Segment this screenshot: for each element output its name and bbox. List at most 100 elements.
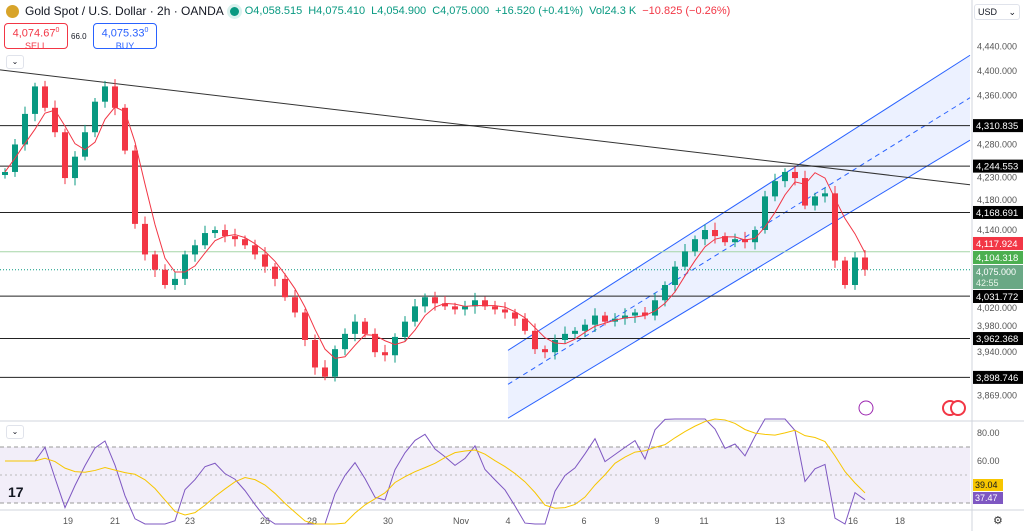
sell-price-sup: 0 [55, 27, 60, 34]
candle [92, 101, 98, 133]
candle [682, 251, 688, 267]
buy-label: BUY [115, 40, 135, 51]
candle [532, 330, 538, 350]
y-tick-label: 3,869.000 [977, 391, 1017, 401]
candle [2, 171, 8, 176]
candle [472, 300, 478, 307]
candle [482, 300, 488, 307]
candle [782, 171, 788, 182]
candle [82, 132, 88, 157]
candle [252, 245, 258, 255]
y-tick-label: 4,360.000 [977, 91, 1017, 101]
us-flag-event-icon [950, 400, 966, 416]
x-tick-label: 4 [505, 516, 510, 526]
candle [692, 239, 698, 252]
level-label-bg [973, 119, 1023, 133]
candle [242, 239, 248, 246]
candle [792, 171, 798, 179]
candle [592, 315, 598, 325]
ohlc-high: H4,075.410 [308, 5, 366, 17]
rsi-line [5, 418, 866, 525]
candle [312, 339, 318, 368]
candle [332, 349, 338, 377]
candle [712, 230, 718, 237]
rsi-tick-label: 80.00 [977, 428, 1000, 438]
candle [192, 245, 198, 255]
x-tick-label: 21 [110, 516, 120, 526]
candle [62, 132, 68, 179]
level-label-bg [973, 370, 1023, 384]
collapse-indicator-button[interactable]: ⌄ [6, 425, 24, 439]
volume: Vol24.3 K [589, 5, 637, 17]
candle [562, 333, 568, 340]
candle [672, 266, 678, 285]
candle [302, 312, 308, 340]
channel-fill [508, 55, 970, 419]
ohlc-close: C4,075.000 [432, 5, 490, 17]
x-tick-label: 16 [848, 516, 858, 526]
spread: 66.0 [71, 32, 87, 41]
x-tick-label: 30 [383, 516, 393, 526]
descending-trendline [0, 69, 971, 186]
level-label: 4,244.553 [976, 162, 1018, 173]
x-tick-label: 26 [260, 516, 270, 526]
candle [142, 223, 148, 255]
last-price-label: 4,075.000 [976, 267, 1016, 277]
x-tick-label: 23 [185, 516, 195, 526]
symbol-title[interactable]: Gold Spot / U.S. Dollar · 2h · OANDA [25, 4, 224, 18]
candle [152, 254, 158, 270]
currency-label: USD [978, 7, 998, 17]
tradingview-logo: 17 [8, 484, 24, 500]
candle [172, 278, 178, 285]
candle [412, 306, 418, 322]
candle [352, 321, 358, 334]
sell-button[interactable]: 4,074.670 SELL [4, 23, 68, 51]
x-tick-label: 13 [775, 516, 785, 526]
candle [402, 321, 408, 337]
chevron-down-icon: ⌄ [1008, 7, 1016, 17]
y-tick-label: 4,020.000 [977, 303, 1017, 313]
y-tick-label: 4,280.000 [977, 139, 1017, 149]
candle [232, 236, 238, 240]
buy-button[interactable]: 4,075.330 BUY [93, 23, 157, 51]
candle [752, 230, 758, 243]
sell-label: SELL [24, 40, 48, 51]
candle [852, 257, 858, 285]
candle [772, 181, 778, 197]
x-tick-label: 9 [654, 516, 659, 526]
x-tick-label: 6 [581, 516, 586, 526]
ma-value-label-bg [973, 236, 1023, 250]
x-tick-label: 18 [895, 516, 905, 526]
candle [22, 113, 28, 145]
collapse-legend-button[interactable]: ⌄ [6, 55, 24, 69]
gold-logo-icon [6, 4, 19, 18]
level-label-bg [973, 289, 1023, 303]
candle [212, 230, 218, 234]
candle [272, 266, 278, 279]
candle [492, 306, 498, 310]
currency-select[interactable]: USD ⌄ [974, 4, 1020, 20]
candle [42, 86, 48, 108]
gear-icon[interactable]: ⚙ [993, 515, 1003, 527]
green-level-label: 4,104.318 [976, 253, 1018, 264]
candle [202, 233, 208, 246]
moving-average-line [4, 106, 866, 359]
candle [382, 352, 388, 356]
candle [122, 107, 128, 151]
candle [362, 321, 368, 334]
level-label: 4,031.772 [976, 292, 1018, 303]
level-label-bg [973, 332, 1023, 346]
candle [432, 297, 438, 304]
candle [452, 306, 458, 310]
countdown-label: 42:55 [976, 278, 999, 288]
level-label-bg [973, 205, 1023, 219]
rsi-ma-line [5, 418, 866, 525]
volume-change: −10.825 (−0.26%) [642, 5, 731, 17]
candle [372, 333, 378, 353]
level-label: 3,898.746 [976, 373, 1018, 384]
candle [642, 312, 648, 316]
channel-lower-line [507, 139, 971, 419]
candle [662, 284, 668, 301]
sell-price: 4,074.67 [12, 27, 56, 40]
